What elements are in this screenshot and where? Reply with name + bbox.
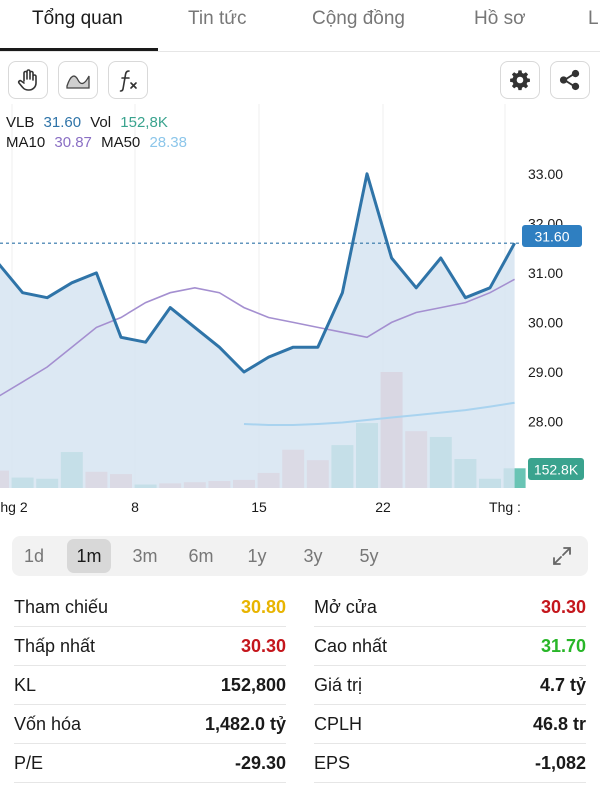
- share-icon: [559, 69, 580, 91]
- share-button[interactable]: [550, 61, 590, 99]
- stat-row: KL 152,800: [14, 666, 286, 705]
- tab-news[interactable]: Tin tức: [188, 8, 247, 29]
- stat-label: Cao nhất: [314, 636, 388, 656]
- stat-value: 4.7 tỷ: [539, 675, 586, 695]
- stat-value: 46.8 tr: [532, 714, 586, 734]
- tab-partial[interactable]: L: [588, 8, 599, 29]
- y-tick-label: 29.00: [528, 364, 563, 380]
- price-line: [0, 172, 516, 374]
- price-area: [0, 173, 515, 488]
- legend-price: 31.60: [44, 114, 82, 131]
- tab-profile[interactable]: Hồ sơ: [474, 8, 526, 29]
- stat-label: EPS: [314, 753, 351, 773]
- y-tick-label: 31.00: [528, 265, 563, 281]
- current-price-tag-text: 31.60: [534, 229, 569, 245]
- stat-label: KL: [14, 675, 37, 695]
- x-tick-label: 15: [251, 499, 267, 515]
- volume-tag-text: 152.8K: [534, 462, 579, 478]
- stat-row: Vốn hóa 1,482.0 tỷ: [14, 705, 286, 744]
- stat-label: Mở cửa: [314, 597, 377, 617]
- legend-ma10: 30.87: [54, 134, 92, 151]
- current-price-tag: 31.60: [522, 225, 582, 247]
- stat-value: 31.70: [540, 636, 586, 656]
- legend-ma50-label: MA50: [101, 134, 140, 151]
- hand-tool-button[interactable]: [8, 61, 48, 99]
- ma10-line: [0, 278, 515, 397]
- x-tick-label: hg 2: [0, 499, 27, 515]
- range-5y-button[interactable]: 5y: [359, 545, 379, 566]
- stat-label: CPLH: [314, 714, 363, 734]
- range-1y-button[interactable]: 1y: [247, 545, 267, 566]
- range-1m-button[interactable]: 1m: [67, 539, 111, 573]
- stat-label: P/E: [14, 753, 44, 773]
- stat-value: 30.80: [240, 597, 286, 617]
- range-1d-button[interactable]: 1d: [23, 545, 45, 566]
- legend-vol: 152,8K: [120, 114, 168, 131]
- range-selector: 1d 1m 3m 6m 1y 3y 5y: [12, 536, 588, 576]
- stat-row: Thấp nhất 30.30: [14, 627, 286, 666]
- x-axis-ticks: hg 2 8 15 22 Thg :: [0, 499, 521, 515]
- function-tool-button[interactable]: [108, 61, 148, 99]
- stat-value: -1,082: [534, 753, 586, 773]
- stat-label: Tham chiếu: [14, 597, 109, 617]
- legend-ma10-label: MA10: [6, 134, 45, 151]
- stat-label: Giá trị: [314, 675, 363, 695]
- legend-line-2: MA10 30.87 MA50 28.38: [6, 134, 187, 151]
- tab-overview[interactable]: Tổng quan: [32, 8, 123, 29]
- function-icon: [119, 70, 137, 92]
- stat-label: Thấp nhất: [14, 636, 96, 656]
- stat-row: Tham chiếu 30.80: [14, 588, 286, 627]
- stat-row: Cao nhất 31.70: [314, 627, 586, 666]
- hand-icon: [17, 69, 37, 91]
- legend-ticker: VLB: [6, 114, 34, 131]
- stat-value: 30.30: [240, 636, 286, 656]
- stat-row: Mở cửa 30.30: [314, 588, 586, 627]
- stat-value: 152,800: [220, 675, 286, 695]
- wave-tool-button[interactable]: [58, 61, 98, 99]
- x-tick-label: 22: [375, 499, 391, 515]
- stat-row: CPLH 46.8 tr: [314, 705, 586, 744]
- active-tab-indicator: [0, 48, 158, 51]
- tab-bar: Tổng quan Tin tức Cộng đồng Hồ sơ L: [0, 0, 600, 52]
- legend-ma50: 28.38: [149, 134, 187, 151]
- settings-button[interactable]: [500, 61, 540, 99]
- range-3m-button[interactable]: 3m: [132, 545, 158, 566]
- ma50-line: [243, 401, 515, 426]
- stat-row: EPS -1,082: [314, 744, 586, 783]
- range-6m-button[interactable]: 6m: [188, 545, 214, 566]
- stat-row: P/E -29.30: [14, 744, 286, 783]
- stat-value: 30.30: [540, 597, 586, 617]
- x-tick-label: 8: [131, 499, 139, 515]
- x-tick-label: Thg :: [489, 499, 521, 515]
- range-3y-button[interactable]: 3y: [303, 545, 323, 566]
- y-tick-label: 33.00: [528, 166, 563, 182]
- stat-row: Giá trị 4.7 tỷ: [314, 666, 586, 705]
- tab-community[interactable]: Cộng đồng: [312, 8, 405, 29]
- y-tick-label: 28.00: [528, 414, 563, 430]
- legend-vol-label: Vol: [90, 114, 111, 131]
- y-tick-label: 30.00: [528, 314, 563, 330]
- gear-icon: [510, 70, 530, 91]
- stat-value: -29.30: [234, 753, 286, 773]
- stat-label: Vốn hóa: [14, 714, 82, 734]
- volume-tag: 152.8K: [528, 458, 584, 480]
- expand-icon[interactable]: [550, 544, 574, 568]
- legend-line-1: VLB 31.60 Vol 152,8K: [6, 114, 168, 131]
- wave-icon: [66, 75, 90, 89]
- stat-value: 1,482.0 tỷ: [204, 714, 286, 734]
